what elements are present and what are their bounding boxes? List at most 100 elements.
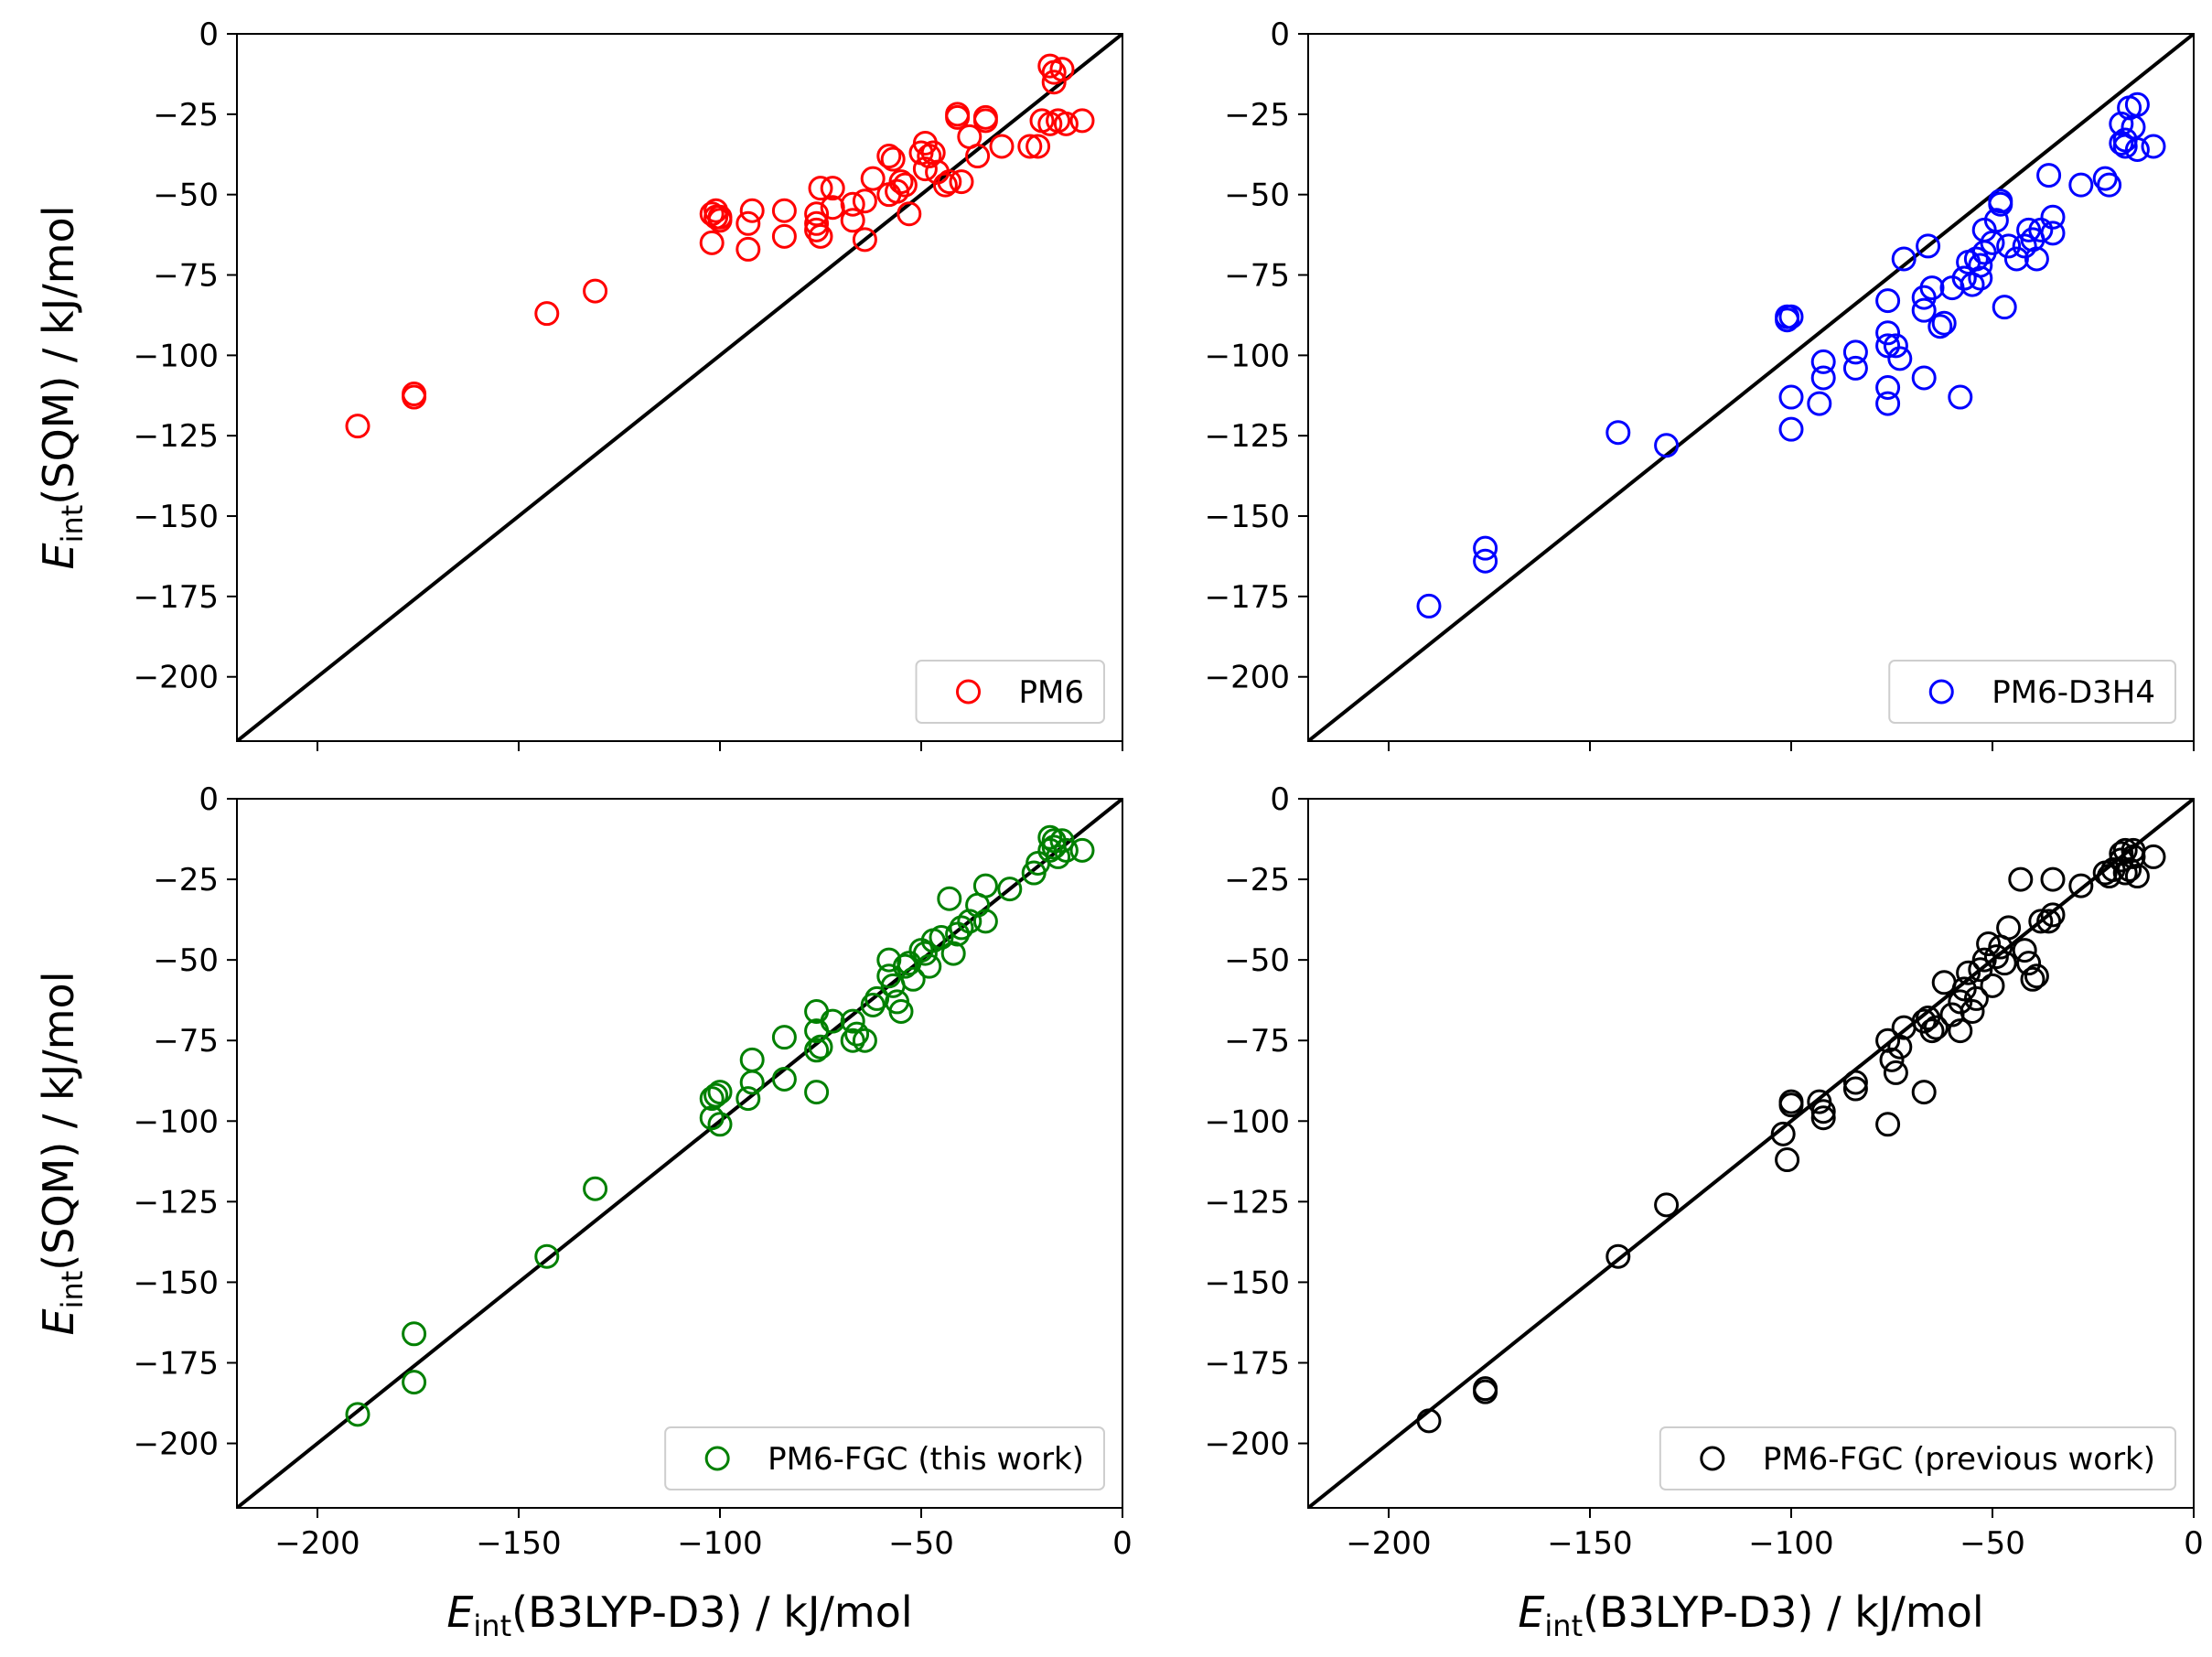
legend: PM6-FGC (this work) [664, 1426, 1105, 1490]
legend: PM6-D3H4 [1888, 660, 2176, 724]
data-point [940, 941, 966, 966]
data-point [1931, 970, 1957, 995]
data-point [1069, 108, 1095, 134]
data-point [1017, 134, 1043, 159]
legend-box [1888, 660, 2176, 724]
data-point [1810, 349, 1836, 374]
diagonal-line [1308, 34, 2194, 741]
points-group [345, 53, 1095, 439]
data-point [2016, 951, 2042, 976]
data-point [900, 966, 926, 992]
data-point [739, 1070, 765, 1095]
data-point [1473, 1376, 1498, 1402]
x-tick-label: −100 [1748, 1525, 1833, 1562]
data-point [2109, 130, 2134, 156]
data-point [1968, 253, 1993, 278]
data-point [1041, 70, 1067, 95]
data-point [2121, 844, 2146, 869]
data-point [852, 227, 877, 253]
data-point [888, 169, 914, 195]
data-point [1810, 1105, 1836, 1131]
legend-label: PM6-D3H4 [1992, 674, 2155, 711]
data-point [703, 1082, 729, 1108]
y-tick-label: −125 [134, 1184, 219, 1221]
data-point [1810, 365, 1836, 391]
y-tick-label: −175 [1205, 1345, 1290, 1382]
y-tick-label: −75 [1224, 258, 1290, 295]
data-point [937, 886, 962, 911]
data-point [2040, 866, 2066, 892]
data-point [534, 1243, 560, 1269]
data-point [1963, 985, 1989, 1011]
data-point [1046, 844, 1071, 869]
data-point [2068, 172, 2094, 198]
y-tick-label: 0 [1270, 16, 1290, 53]
data-point [949, 169, 974, 195]
y-tick-label: −150 [1205, 1264, 1290, 1301]
data-point [1842, 1070, 1868, 1095]
data-point [1992, 295, 2017, 320]
legend-marker [1700, 1446, 1725, 1471]
legend-box [1659, 1426, 2176, 1490]
data-point [1778, 384, 1804, 410]
y-tick-label: 0 [1270, 781, 1290, 818]
data-point [2036, 909, 2062, 934]
data-point [699, 230, 725, 255]
data-point [840, 208, 865, 233]
legend-label: PM6 [1019, 674, 1084, 711]
y-tick-label: −200 [134, 1426, 219, 1463]
data-point [1968, 265, 1993, 291]
data-point [1960, 999, 1985, 1024]
data-point [1069, 837, 1095, 863]
data-point [707, 1080, 733, 1105]
data-point [1770, 1121, 1796, 1146]
x-tick-label: −50 [888, 1525, 954, 1562]
y-tick-label: −200 [1205, 660, 1290, 696]
data-point [1891, 246, 1917, 272]
data-point [2040, 902, 2066, 928]
data-point [1775, 1147, 1800, 1173]
data-point [1996, 915, 2022, 941]
data-point [808, 223, 833, 249]
data-point [876, 144, 902, 169]
plot-frame [236, 798, 1123, 1509]
points-group [1416, 837, 2166, 1434]
data-point [707, 1112, 733, 1137]
data-point [860, 166, 886, 191]
data-point [2124, 91, 2150, 117]
data-point [1988, 188, 2013, 214]
y-tick-label: −50 [1224, 942, 1290, 979]
plot-frame [1307, 33, 2195, 742]
data-point [2012, 938, 2037, 963]
x-tick-label: −150 [1547, 1525, 1632, 1562]
points-group [1416, 91, 2166, 619]
data-point [771, 1025, 797, 1050]
data-point [1911, 365, 1937, 391]
data-point [1911, 297, 1937, 323]
y-axis-label: Eint(SQM) / kJ/mol [34, 972, 90, 1336]
data-point [1605, 1243, 1631, 1269]
data-point [699, 1086, 725, 1112]
data-point [739, 1047, 765, 1072]
data-point [736, 1086, 761, 1112]
y-tick-label: −100 [134, 338, 219, 374]
legend-box [915, 660, 1105, 724]
data-point [808, 176, 833, 201]
data-point [1654, 1192, 1680, 1218]
data-point [771, 223, 797, 249]
data-point [1810, 1099, 1836, 1124]
y-tick-label: −125 [134, 418, 219, 455]
y-tick-label: −200 [134, 660, 219, 696]
data-point [949, 915, 974, 941]
data-point [1875, 375, 1901, 400]
y-tick-label: −25 [153, 862, 219, 898]
data-point [1879, 1047, 1905, 1072]
data-point [2024, 963, 2049, 989]
data-point [912, 941, 938, 966]
data-point [2112, 837, 2138, 863]
data-point [1605, 420, 1631, 446]
y-tick-label: −25 [153, 97, 219, 134]
data-point [945, 104, 971, 130]
legend-label: PM6-FGC (this work) [768, 1441, 1084, 1478]
data-point [1778, 1089, 1804, 1114]
